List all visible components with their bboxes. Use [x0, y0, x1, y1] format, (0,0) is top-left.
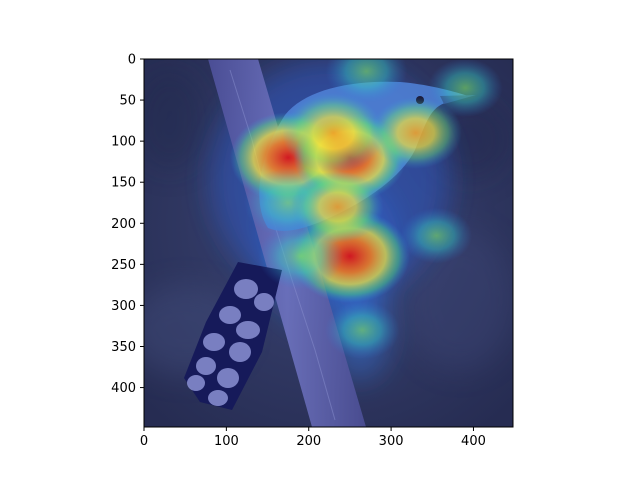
y-tick-label: 150: [111, 176, 136, 191]
heatmap-image: [144, 59, 513, 427]
heatmap-hotspot: [427, 59, 503, 117]
y-axis: 0 50 100 150 200 250 300 350 400: [111, 53, 144, 396]
heatmap-hotspot: [282, 92, 385, 173]
y-tick-label: 200: [111, 217, 136, 232]
y-tick-label: 300: [111, 299, 136, 314]
bird-tail: [184, 262, 282, 410]
plot-frame: [143, 58, 514, 428]
y-tick-label: 100: [111, 135, 136, 150]
heatmap-hotspot: [369, 96, 462, 169]
x-tick-label: 100: [214, 434, 239, 449]
heatmap-hotspot: [325, 59, 408, 104]
y-tick-label: 400: [111, 381, 136, 396]
x-tick-label: 200: [296, 434, 321, 449]
heatmap-hotspot: [324, 300, 400, 360]
x-tick-label: 0: [140, 434, 148, 449]
y-tick-label: 0: [128, 53, 136, 68]
x-tick-label: 400: [461, 434, 486, 449]
y-tick-label: 250: [111, 258, 136, 273]
heatmap-hotspot: [400, 207, 473, 264]
heatmap-hotspot: [291, 170, 384, 243]
heatmap-hotspots: [230, 59, 503, 360]
y-tick-label: 50: [119, 94, 136, 109]
y-tick-label: 350: [111, 340, 136, 355]
x-tick-label: 300: [379, 434, 404, 449]
x-axis: 0 100 200 300 400: [140, 427, 486, 449]
